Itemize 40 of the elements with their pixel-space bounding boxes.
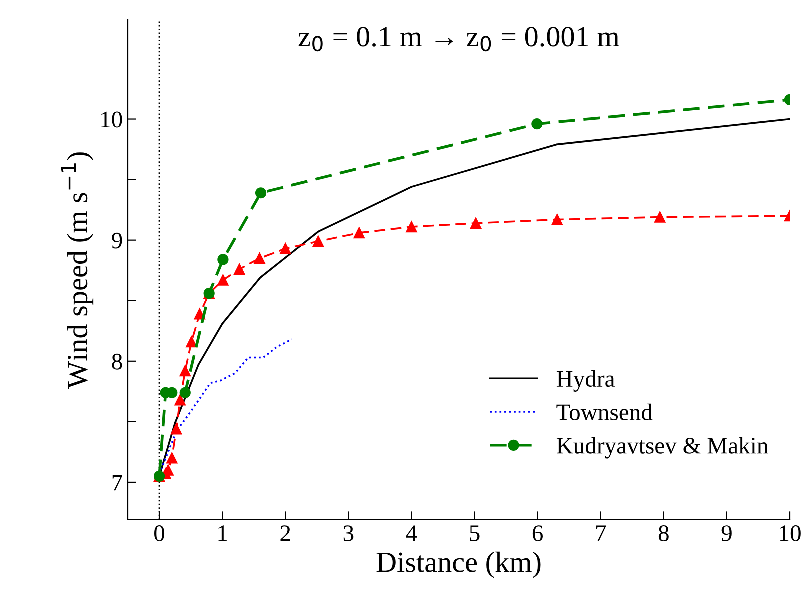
x-tick-label: 5 bbox=[470, 526, 480, 542]
legend-label: Townsend bbox=[556, 404, 653, 421]
y-tick-label: 8 bbox=[112, 354, 122, 370]
x-tick-label: 6 bbox=[532, 526, 544, 542]
point bbox=[312, 236, 324, 248]
y-tick-label: 10 bbox=[102, 112, 122, 128]
point bbox=[186, 336, 198, 348]
point bbox=[166, 452, 178, 464]
x-tick-label: 1 bbox=[218, 526, 228, 542]
point bbox=[218, 254, 229, 266]
point bbox=[406, 221, 418, 233]
legend-label: Hydra bbox=[556, 370, 615, 392]
x-tick-label: 8 bbox=[658, 526, 669, 542]
legend-label: Kudryavtsev & Makin bbox=[556, 437, 768, 459]
point bbox=[254, 252, 266, 264]
point bbox=[180, 387, 191, 398]
x-tick-label: 0 bbox=[154, 526, 165, 542]
point bbox=[174, 394, 186, 406]
point bbox=[180, 366, 191, 377]
point bbox=[552, 214, 563, 226]
point bbox=[470, 218, 482, 229]
x-tick-label: 9 bbox=[722, 526, 732, 542]
point bbox=[170, 424, 182, 435]
y-tick-label: 7 bbox=[112, 475, 122, 491]
x-axis-title: Distance (km) bbox=[376, 552, 541, 578]
x-tick-label: 10 bbox=[780, 526, 801, 542]
point bbox=[234, 264, 246, 275]
point bbox=[354, 228, 365, 239]
x-tick-label: 3 bbox=[344, 526, 354, 542]
y-tick-label: 9 bbox=[112, 232, 122, 249]
point bbox=[532, 118, 543, 130]
point bbox=[218, 274, 229, 286]
point bbox=[654, 212, 666, 223]
point bbox=[255, 188, 267, 199]
x-tick-label: 2 bbox=[280, 526, 290, 542]
x-tick-label: 4 bbox=[406, 526, 418, 542]
point bbox=[280, 243, 292, 254]
x-tick-label: 7 bbox=[596, 526, 606, 542]
y-axis-title: Wind speed (m s$^{−1}$) bbox=[61, 152, 94, 389]
chart-title: z$_{0}$ = 0.1 m → z$_{0}$ = 0.001 m bbox=[298, 27, 620, 52]
